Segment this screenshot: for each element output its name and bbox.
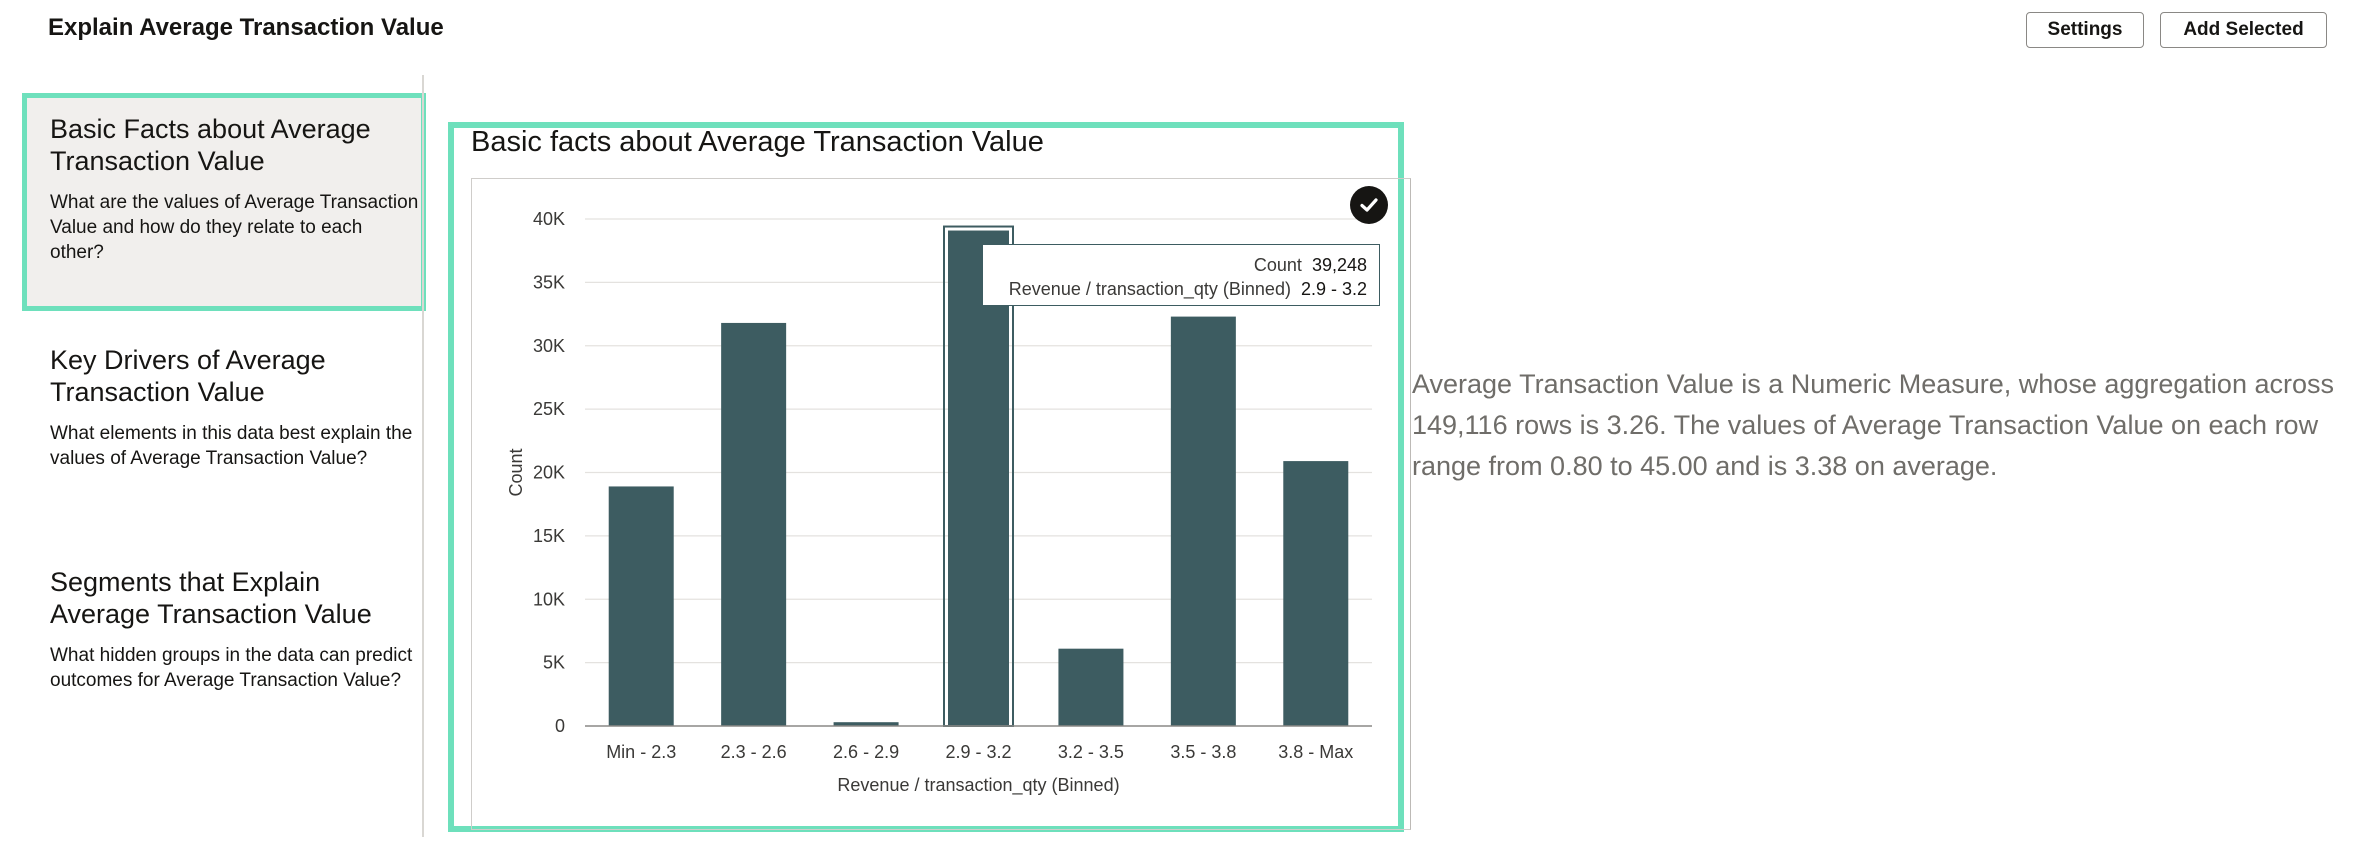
sidebar-item-key-drivers[interactable]: Key Drivers of Average Transaction Value… xyxy=(22,344,426,471)
y-tick-label: 10K xyxy=(533,589,565,609)
sidebar-item-description: What elements in this data best explain … xyxy=(50,423,413,469)
bar[interactable] xyxy=(1058,648,1124,726)
x-tick-label: 2.3 - 2.6 xyxy=(721,742,787,762)
x-tick-label: 2.6 - 2.9 xyxy=(833,742,899,762)
x-tick-label: 2.9 - 3.2 xyxy=(945,742,1011,762)
sidebar-divider xyxy=(422,75,424,837)
bar[interactable] xyxy=(833,722,899,726)
insight-text: Average Transaction Value is a Numeric M… xyxy=(1412,369,2334,481)
tooltip-bin-label: Revenue / transaction_qty (Binned) xyxy=(1008,279,1291,299)
visualization-title: Basic facts about Average Transaction Va… xyxy=(471,126,1044,158)
x-tick-label: 3.8 - Max xyxy=(1278,742,1353,762)
bar[interactable] xyxy=(721,322,787,726)
bar-chart[interactable]: 0 5K 10K 15K 20K 25K 30K 35K 40K Min - 2.3 2.3 - … xyxy=(472,179,1410,829)
sidebar-item-description: What are the values of Average Transacti… xyxy=(50,192,419,263)
check-circle-icon[interactable] xyxy=(1350,186,1388,224)
tooltip-count-value: 39,248 xyxy=(1311,255,1367,275)
x-tick-label: 3.2 - 3.5 xyxy=(1058,742,1124,762)
y-tick-label: 40K xyxy=(533,209,565,229)
chart-frame xyxy=(471,178,1411,830)
bar[interactable] xyxy=(1283,461,1349,726)
chart-bars xyxy=(608,225,1349,728)
y-tick-label: 15K xyxy=(533,526,565,546)
check-mark-icon xyxy=(1360,198,1378,212)
x-axis-ticks: Min - 2.3 2.3 - 2.6 2.6 - 2.9 2.9 - 3.2 3.2 … xyxy=(606,742,1353,762)
sidebar-item-title: Key Drivers of Average Transaction Value xyxy=(50,345,326,407)
x-tick-label: Min - 2.3 xyxy=(606,742,676,762)
page-title: Explain Average Transaction Value xyxy=(48,14,444,41)
y-tick-label: 0 xyxy=(555,716,565,736)
x-axis-label: Revenue / transaction_qty (Binned) xyxy=(837,775,1119,796)
chart-tooltip: Count 39,248 Revenue / transaction_qty (… xyxy=(982,244,1380,306)
y-tick-label: 30K xyxy=(533,336,565,356)
add-selected-button[interactable]: Add Selected xyxy=(2160,12,2327,48)
y-axis-ticks: 0 5K 10K 15K 20K 25K 30K 35K 40K xyxy=(533,209,565,736)
y-tick-label: 35K xyxy=(533,272,565,292)
bar[interactable] xyxy=(608,486,674,726)
y-tick-label: 20K xyxy=(533,463,565,483)
sidebar-item-title: Basic Facts about Average Transaction Va… xyxy=(50,114,371,176)
y-tick-label: 5K xyxy=(543,653,565,673)
bar[interactable] xyxy=(1170,316,1236,726)
sidebar-item-segments[interactable]: Segments that Explain Average Transactio… xyxy=(22,566,426,693)
sidebar-item-title: Segments that Explain Average Transactio… xyxy=(50,567,372,629)
sidebar-item-basic-facts[interactable]: Basic Facts about Average Transaction Va… xyxy=(22,93,426,311)
y-axis-label: Count xyxy=(506,448,526,496)
x-tick-label: 3.5 - 3.8 xyxy=(1170,742,1236,762)
settings-button[interactable]: Settings xyxy=(2026,12,2144,48)
tooltip-bin-value: 2.9 - 3.2 xyxy=(1300,279,1367,299)
tooltip-count-label: Count xyxy=(1253,255,1302,275)
sidebar-item-description: What hidden groups in the data can predi… xyxy=(50,645,413,691)
bar[interactable] xyxy=(948,230,1009,726)
y-tick-label: 25K xyxy=(533,399,565,419)
